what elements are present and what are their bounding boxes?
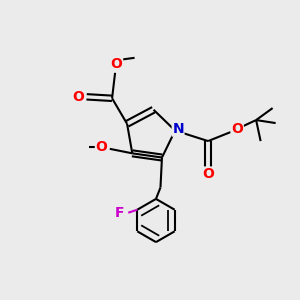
Text: F: F: [115, 206, 124, 220]
Text: O: O: [95, 140, 107, 154]
Text: N: N: [172, 122, 184, 136]
Text: O: O: [202, 167, 214, 181]
Text: O: O: [231, 122, 243, 136]
Text: O: O: [72, 90, 84, 104]
Text: O: O: [111, 57, 122, 71]
